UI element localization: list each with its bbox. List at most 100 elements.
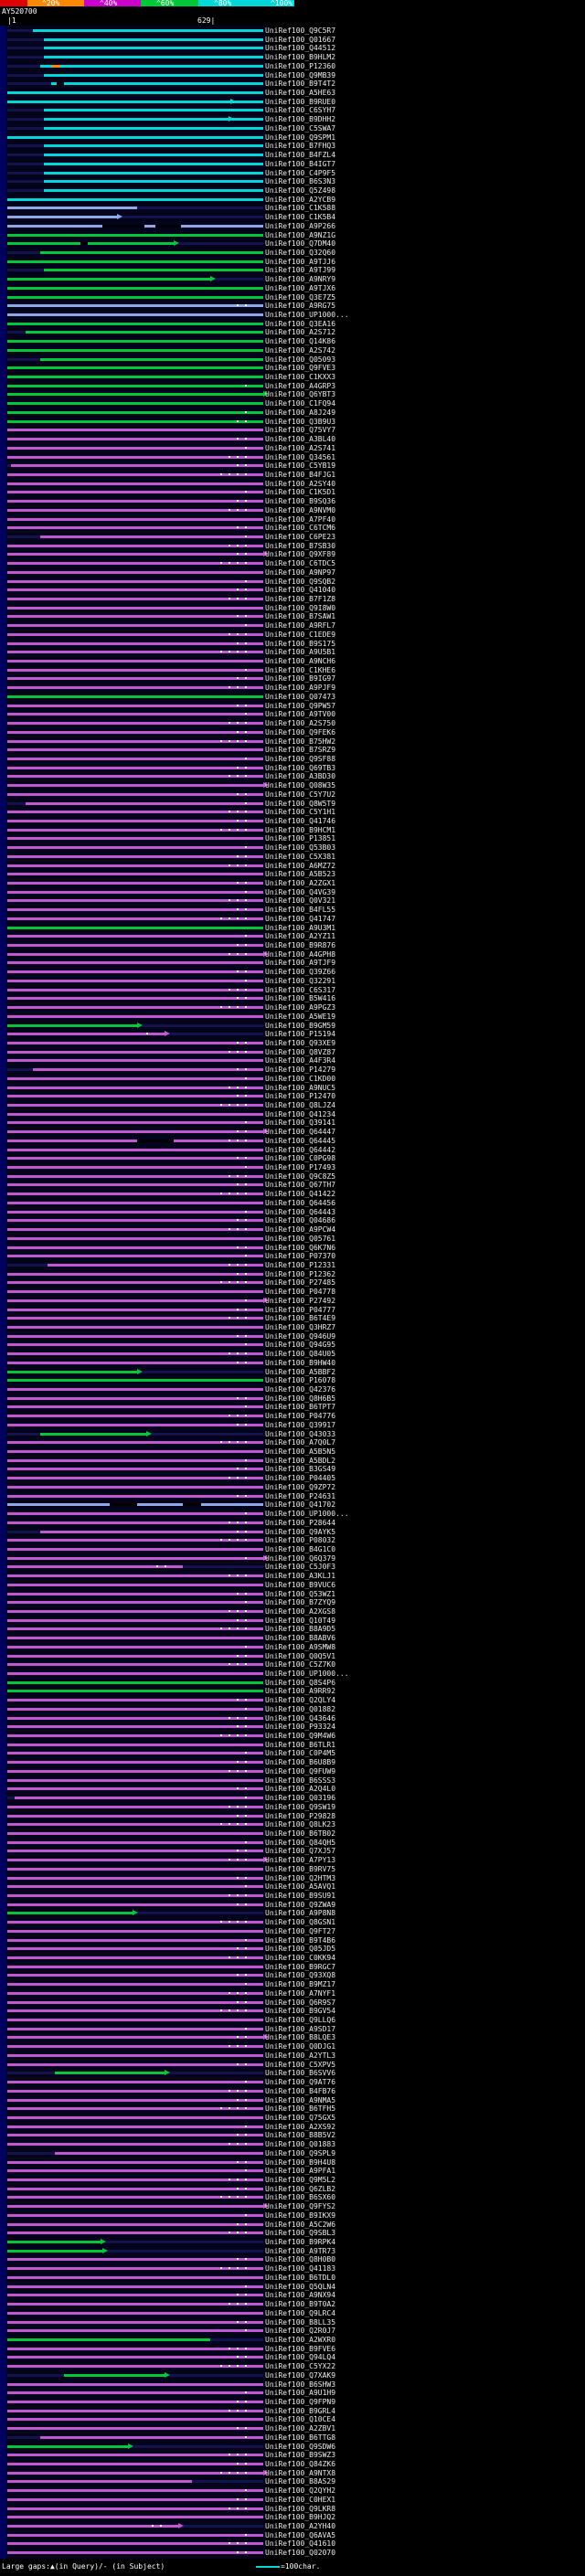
hit-bar[interactable] — [7, 660, 263, 663]
hit-bar[interactable] — [7, 1743, 263, 1746]
hit-bar[interactable] — [7, 2009, 263, 2013]
hit-label[interactable]: UniRef100_B7SAW1 — [265, 612, 336, 621]
hit-bar[interactable] — [7, 2267, 263, 2271]
hit-label[interactable]: UniRef100_C5YX22 — [265, 2362, 336, 2371]
hit-bar[interactable] — [7, 2471, 263, 2475]
hit-bar[interactable] — [7, 1246, 263, 1249]
hit-label[interactable]: UniRef100_Q4VG39 — [265, 887, 336, 896]
hit-label[interactable]: UniRef100_A4GPH8 — [265, 949, 336, 959]
hit-label[interactable]: UniRef100_C0KK94 — [265, 1954, 336, 1963]
hit-bar[interactable] — [64, 2373, 165, 2377]
hit-label[interactable]: UniRef100_B3GS49 — [265, 1465, 336, 1474]
hit-label[interactable]: UniRef100_P14279 — [265, 1065, 336, 1075]
hit-bar[interactable] — [44, 73, 263, 77]
hit-bar[interactable] — [7, 1379, 263, 1383]
hit-label[interactable]: UniRef100_Q9ZP72 — [265, 1482, 336, 1491]
hit-label[interactable]: UniRef100_P15194 — [265, 1030, 336, 1039]
hit-bar[interactable] — [7, 908, 263, 912]
hit-label[interactable]: UniRef100_A9TJX6 — [265, 283, 336, 292]
hit-label[interactable]: UniRef100_A4F3R4 — [265, 1056, 336, 1065]
hit-label[interactable]: UniRef100_B9H4U8 — [265, 2157, 336, 2167]
hit-bar[interactable] — [7, 2134, 263, 2137]
hit-bar[interactable] — [7, 1415, 263, 1418]
hit-bar[interactable] — [7, 2045, 263, 2049]
hit-label[interactable]: UniRef100_B9T4B6 — [265, 1935, 336, 1945]
hit-label[interactable]: UniRef100_B6S3N3 — [265, 177, 336, 186]
hit-bar[interactable] — [7, 1903, 263, 1906]
hit-label[interactable]: UniRef100_Q84ZK6 — [265, 2460, 336, 2468]
hit-bar[interactable] — [7, 2019, 263, 2022]
hit-bar[interactable] — [7, 2062, 263, 2066]
hit-bar[interactable] — [7, 2356, 263, 2359]
hit-bar[interactable] — [40, 64, 263, 68]
hit-label[interactable]: UniRef100_A9U3M1 — [265, 923, 336, 932]
hit-label[interactable]: UniRef100_Q53B03 — [265, 843, 336, 853]
hit-bar[interactable] — [7, 1494, 263, 1498]
hit-bar[interactable] — [7, 2000, 263, 2004]
hit-label[interactable]: UniRef100_B7SB30 — [265, 541, 336, 550]
hit-label[interactable]: UniRef100_C1K588 — [265, 204, 336, 213]
hit-bar[interactable] — [44, 47, 263, 50]
hit-bar[interactable] — [7, 1680, 263, 1684]
hit-label[interactable]: UniRef100_P04778 — [265, 1288, 336, 1297]
hit-bar[interactable] — [7, 970, 263, 974]
hit-bar[interactable] — [7, 579, 263, 583]
hit-label[interactable]: UniRef100_A5C2W6 — [265, 2220, 336, 2229]
hit-bar[interactable] — [7, 979, 263, 982]
hit-label[interactable]: UniRef100_Q3EA16 — [265, 319, 336, 328]
hit-bar[interactable] — [7, 2160, 263, 2164]
hit-bar[interactable] — [7, 615, 263, 619]
hit-label[interactable]: UniRef100_B5W416 — [265, 994, 336, 1003]
hit-bar[interactable] — [7, 1627, 263, 1631]
hit-bar[interactable] — [7, 2542, 263, 2546]
hit-label[interactable]: UniRef100_Q6ZLB2 — [265, 2184, 336, 2193]
hit-label[interactable]: UniRef100_A2SY40 — [265, 479, 336, 488]
hit-label[interactable]: UniRef100_Q9M4W6 — [265, 1732, 336, 1741]
hit-label[interactable]: UniRef100_C4P9F5 — [265, 168, 336, 177]
hit-bar[interactable] — [40, 250, 263, 254]
hit-label[interactable]: UniRef100_P04405 — [265, 1474, 336, 1483]
hit-label[interactable]: UniRef100_P27492 — [265, 1296, 336, 1305]
hit-label[interactable]: UniRef100_Q01667 — [265, 35, 336, 44]
hit-label[interactable]: UniRef100_A5B523 — [265, 870, 336, 879]
hit-label[interactable]: UniRef100_Q9PW57 — [265, 701, 336, 710]
hit-label[interactable]: UniRef100_A9U1H9 — [265, 2389, 336, 2398]
hit-label[interactable]: UniRef100_A4GRP3 — [265, 381, 336, 390]
hit-label[interactable]: UniRef100_B6TLR1 — [265, 1740, 336, 1749]
hit-label[interactable]: UniRef100_Q9FYS2 — [265, 2202, 336, 2211]
hit-label[interactable]: UniRef100_Q946U9 — [265, 1331, 336, 1341]
hit-label[interactable]: UniRef100_A6MZ72 — [265, 861, 336, 870]
hit-bar[interactable] — [7, 1112, 263, 1116]
hit-bar[interactable] — [7, 2178, 263, 2181]
hit-bar[interactable] — [7, 1752, 263, 1755]
hit-label[interactable]: UniRef100_A7NYF1 — [265, 1988, 336, 1998]
hit-label[interactable]: UniRef100_B6SX60 — [265, 2193, 336, 2202]
hit-bar[interactable] — [48, 1263, 263, 1267]
hit-bar[interactable] — [7, 2213, 263, 2217]
hit-label[interactable]: UniRef100_Q9AYK5 — [265, 1527, 336, 1536]
hit-label[interactable]: UniRef100_Q32Q60 — [265, 248, 336, 257]
hit-label[interactable]: UniRef100_C1K5B4 — [265, 213, 336, 222]
hit-bar[interactable] — [7, 757, 263, 760]
hit-label[interactable]: UniRef100_Q01882 — [265, 1704, 336, 1713]
hit-label[interactable]: UniRef100_C6SYH7 — [265, 106, 336, 115]
hit-label[interactable]: UniRef100_Q41747 — [265, 914, 336, 923]
hit-bar[interactable] — [7, 766, 263, 769]
hit-label[interactable]: UniRef100_C6TDC5 — [265, 559, 336, 568]
hit-label[interactable]: UniRef100_A9TV00 — [265, 710, 336, 719]
hit-label[interactable]: UniRef100_A9TJJ6 — [265, 257, 336, 266]
hit-label[interactable]: UniRef100_Q39Z66 — [265, 968, 336, 977]
hit-label[interactable]: UniRef100_A2S741 — [265, 443, 336, 452]
hit-bar[interactable] — [7, 1450, 263, 1454]
hit-label[interactable]: UniRef100_B9GM59 — [265, 1021, 336, 1030]
hit-label[interactable]: UniRef100_A9NX94 — [265, 2291, 336, 2300]
hit-bar[interactable] — [7, 1477, 263, 1480]
hit-label[interactable]: UniRef100_A2YTL3 — [265, 2051, 336, 2060]
hit-label[interactable]: UniRef100_Q9FPN9 — [265, 2397, 336, 2406]
hit-label[interactable]: UniRef100_A9TJF9 — [265, 959, 336, 968]
hit-label[interactable]: UniRef100_Q9LRC4 — [265, 2308, 336, 2317]
hit-bar[interactable] — [7, 2036, 263, 2040]
hit-label[interactable]: UniRef100_Q8S4P6 — [265, 1678, 336, 1687]
hit-bar[interactable] — [7, 1361, 263, 1364]
hit-label[interactable]: UniRef100_Q9SW19 — [265, 1802, 336, 1811]
